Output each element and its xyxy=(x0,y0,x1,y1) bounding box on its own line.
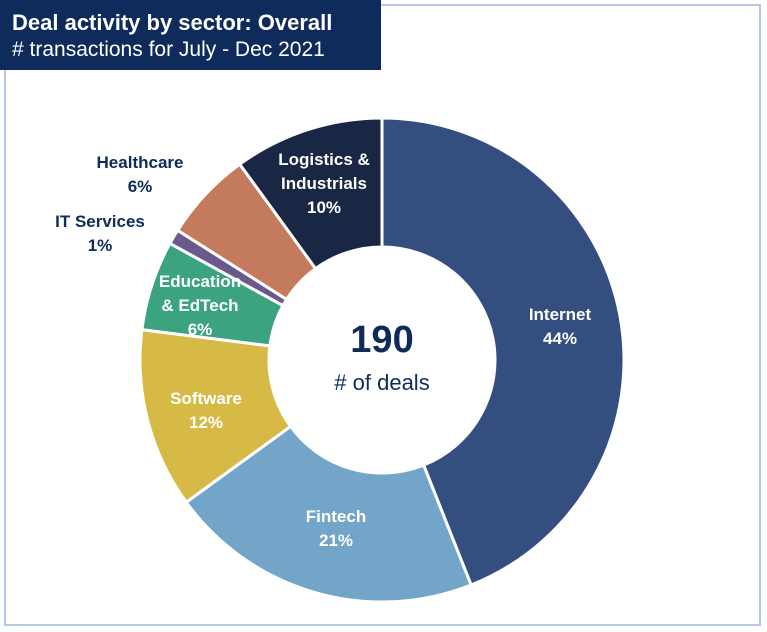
slice-software xyxy=(138,327,293,505)
slice-label-education-edtech: Education & EdTech 6% xyxy=(159,272,241,339)
slice-label-logistics-industrials: Logistics & Industrials 10% xyxy=(278,150,370,217)
slice-label-healthcare: Healthcare 6% xyxy=(97,153,184,196)
chart-title: Deal activity by sector: Overall xyxy=(12,10,333,35)
chart-subtitle: # transactions for July - Dec 2021 xyxy=(12,38,325,61)
center-value: 190 xyxy=(350,319,413,361)
slice-label-it-services: IT Services 1% xyxy=(55,212,145,255)
slice-internet xyxy=(380,116,626,587)
slice-label-internet: Internet 44% xyxy=(529,305,592,348)
center-label: # of deals xyxy=(334,370,429,395)
slice-label-software: Software 12% xyxy=(170,389,242,432)
title-box: Deal activity by sector: Overall # trans… xyxy=(0,0,381,70)
slice-label-fintech: Fintech 21% xyxy=(306,507,366,550)
slice-fintech xyxy=(184,424,474,604)
slice-logistics-industrials xyxy=(237,116,384,271)
